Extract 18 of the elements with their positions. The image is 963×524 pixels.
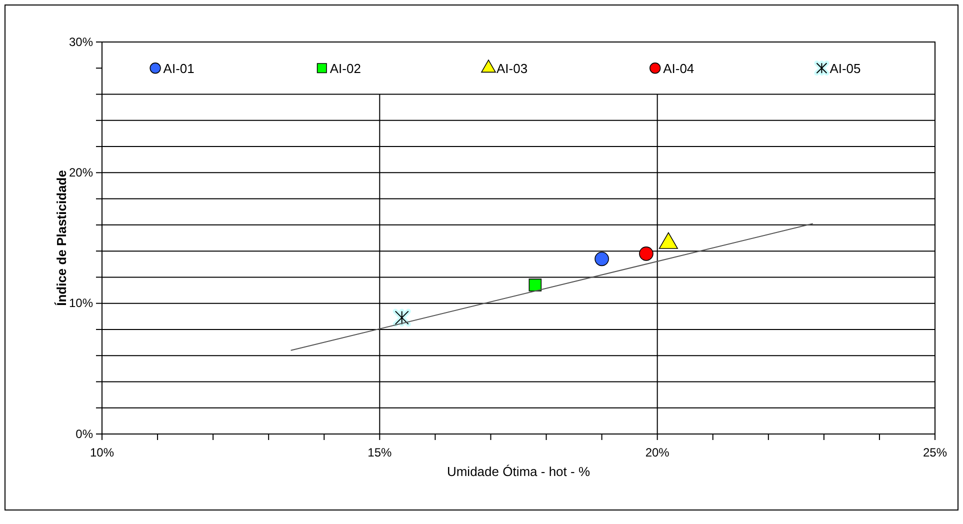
x-tick-label: 20% [645,446,670,460]
y-tick-label: 30% [68,34,94,49]
point [594,252,609,266]
y-axis-title: Índice de Plasticidade [54,170,69,306]
x-tick-label: 10% [90,446,114,460]
legend-label: AI-05 [830,61,861,76]
x-tick-label: 25% [922,446,948,460]
legend-label: AI-03 [496,61,528,76]
point [528,278,542,292]
legend-label: AI-02 [330,61,361,76]
y-tick-label: 0% [76,426,94,441]
legend-label: AI-04 [663,61,694,76]
x-tick-label: 15% [368,446,392,460]
point [639,246,654,261]
x-axis-title: Umidade Ótima - hot - % [446,464,590,479]
y-tick-label: 10% [68,296,94,310]
y-tick-label: 20% [68,166,94,180]
legend-label: AI-01 [163,61,194,76]
